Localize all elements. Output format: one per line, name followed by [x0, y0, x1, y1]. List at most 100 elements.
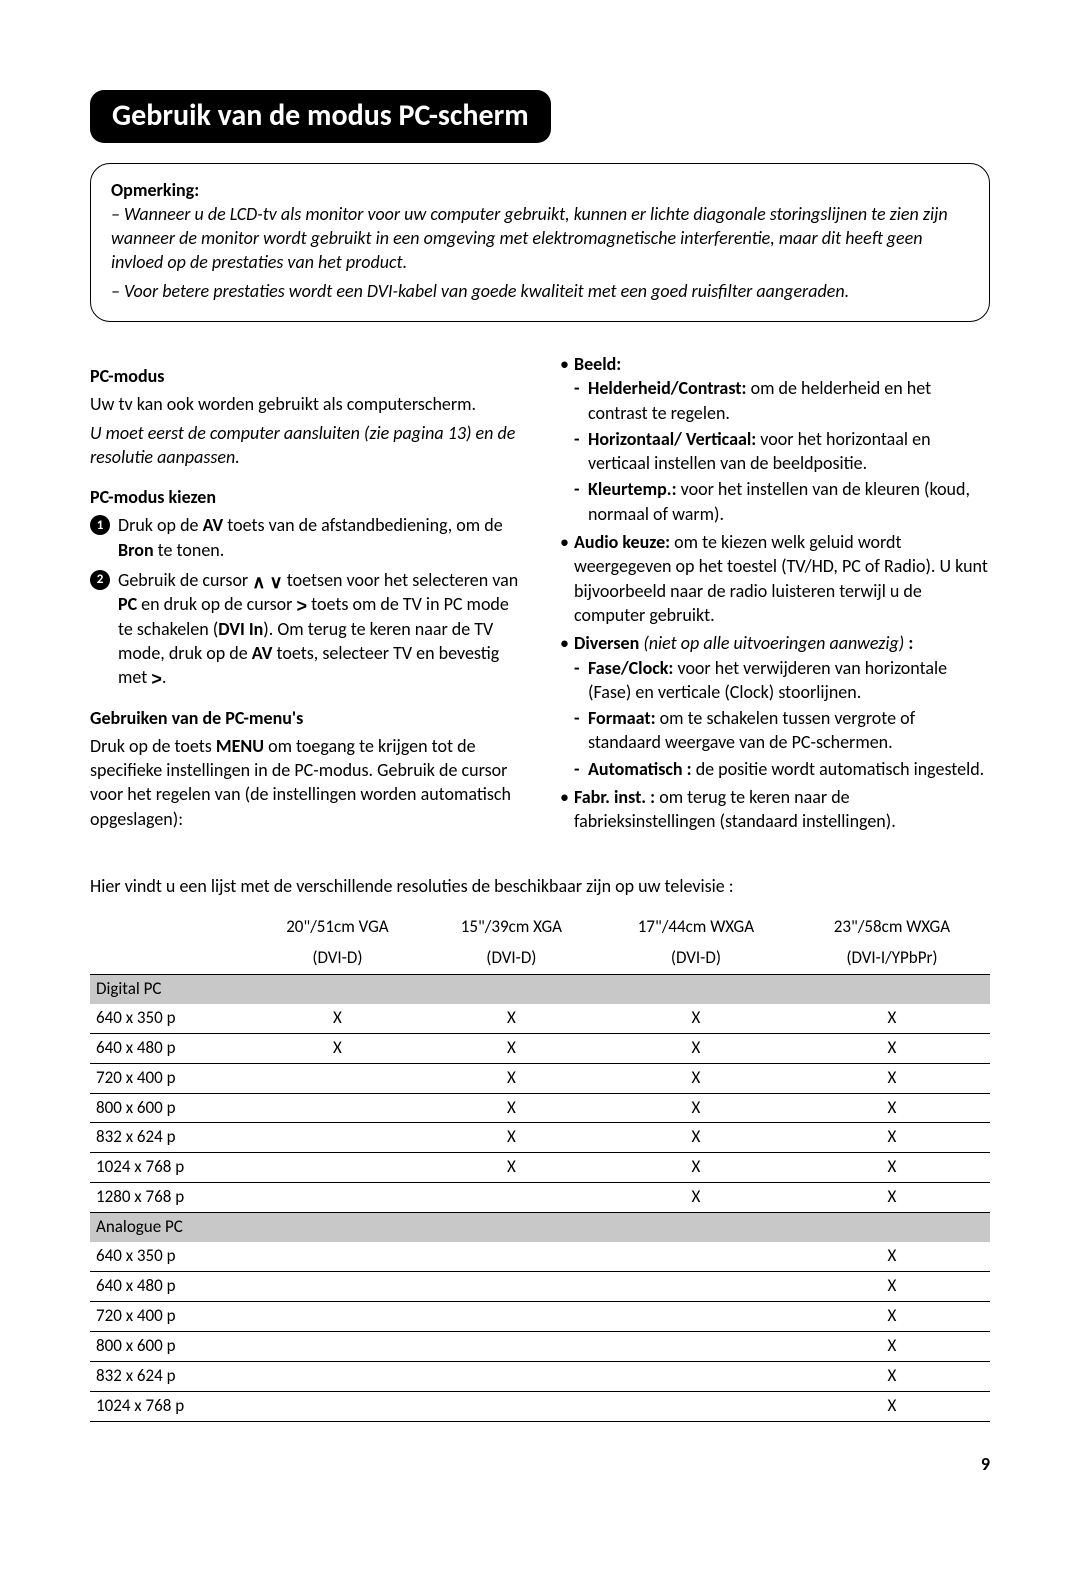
table-body: Digital PC640 x 350 pXXXX640 x 480 pXXXX… — [90, 974, 990, 1421]
beeld-helderheid: Helderheid/Contrast: om de helderheid en… — [574, 376, 990, 425]
table-cell: X — [425, 1093, 598, 1123]
table-cell — [598, 1332, 794, 1362]
table-cell: X — [794, 1391, 990, 1421]
cursor-right-icon: > — [297, 597, 308, 615]
col-1-top: 20"/51cm VGA — [250, 912, 425, 943]
table-cell — [425, 1391, 598, 1421]
step-number-icon: 2 — [90, 570, 110, 590]
row-label: 640 x 480 p — [90, 1272, 250, 1302]
table-cell: X — [794, 1033, 990, 1063]
table-section-row: Analogue PC — [90, 1213, 990, 1242]
row-label: 1280 x 768 p — [90, 1183, 250, 1213]
table-cell: X — [794, 1153, 990, 1183]
table-cell — [250, 1123, 425, 1153]
table-cell: X — [794, 1242, 990, 1271]
table-cell — [425, 1242, 598, 1271]
table-cell — [250, 1063, 425, 1093]
table-row: 800 x 600 p X — [90, 1332, 990, 1362]
col-1-bottom: (DVI-D) — [250, 943, 425, 974]
table-cell: X — [425, 1153, 598, 1183]
cursor-down-icon: ∨ — [270, 573, 283, 591]
table-cell: X — [794, 1093, 990, 1123]
table-cell: X — [794, 1183, 990, 1213]
table-cell — [250, 1302, 425, 1332]
table-cell — [250, 1093, 425, 1123]
table-cell: X — [250, 1004, 425, 1033]
table-cell: X — [598, 1033, 794, 1063]
menu-fabr-inst: Fabr. inst. : om terug te keren naar de … — [560, 785, 990, 834]
table-cell — [250, 1361, 425, 1391]
table-cell: X — [794, 1063, 990, 1093]
row-label: 640 x 350 p — [90, 1242, 250, 1271]
table-cell: X — [598, 1123, 794, 1153]
table-cell: X — [598, 1153, 794, 1183]
table-intro: Hier vindt u een lijst met de verschille… — [90, 874, 990, 898]
table-cell — [598, 1361, 794, 1391]
table-row: 640 x 480 p X — [90, 1272, 990, 1302]
row-label: 832 x 624 p — [90, 1123, 250, 1153]
table-cell: X — [250, 1033, 425, 1063]
resolution-table: 20"/51cm VGA 15"/39cm XGA 17"/44cm WXGA … — [90, 912, 990, 1422]
note-line-2: – Voor betere prestaties wordt een DVI-k… — [111, 279, 969, 303]
table-cell — [250, 1242, 425, 1271]
step-1-text: Druk op de AV toets van de afstandbedien… — [118, 514, 503, 560]
col-3-top: 17"/44cm WXGA — [598, 912, 794, 943]
table-row: 720 x 400 pX — [90, 1302, 990, 1332]
table-cell — [425, 1361, 598, 1391]
table-cell — [598, 1302, 794, 1332]
row-label: 1024 x 768 p — [90, 1153, 250, 1183]
table-cell: X — [794, 1004, 990, 1033]
diversen-sublist: Fase/Clock: voor het verwijderen van hor… — [574, 656, 990, 781]
table-row: 800 x 600 pXXX — [90, 1093, 990, 1123]
table-cell: X — [598, 1093, 794, 1123]
pc-modus-text: Uw tv kan ook worden gebruikt als comput… — [90, 392, 520, 416]
beeld-sublist: Helderheid/Contrast: om de helderheid en… — [574, 376, 990, 526]
row-label: 1024 x 768 p — [90, 1391, 250, 1421]
step-number-icon: 1 — [90, 515, 110, 535]
table-row: 832 x 624 p X — [90, 1361, 990, 1391]
row-label: 720 x 400 p — [90, 1063, 250, 1093]
table-cell — [425, 1302, 598, 1332]
heading-pc-modus: PC-modus — [90, 364, 520, 388]
left-column: PC-modus Uw tv kan ook worden gebruikt a… — [90, 352, 520, 838]
table-cell — [250, 1391, 425, 1421]
table-cell — [598, 1272, 794, 1302]
cursor-right-icon: > — [151, 670, 162, 688]
menu-items-list: Beeld: Helderheid/Contrast: om de helder… — [560, 352, 990, 834]
row-label: 640 x 350 p — [90, 1004, 250, 1033]
table-cell — [250, 1153, 425, 1183]
table-cell — [250, 1272, 425, 1302]
table-row: 832 x 624 pXXX — [90, 1123, 990, 1153]
table-cell: X — [794, 1332, 990, 1362]
menu-audio: Audio keuze: om te kiezen welk geluid wo… — [560, 530, 990, 627]
table-row: 640 x 350 p X — [90, 1242, 990, 1271]
table-cell: X — [794, 1123, 990, 1153]
table-cell: X — [425, 1063, 598, 1093]
table-cell: X — [794, 1272, 990, 1302]
pc-modus-note: U moet eerst de computer aansluiten (zie… — [90, 421, 520, 470]
table-header: 20"/51cm VGA 15"/39cm XGA 17"/44cm WXGA … — [90, 912, 990, 974]
note-label: Opmerking: — [111, 179, 199, 201]
col-4-top: 23"/58cm WXGA — [794, 912, 990, 943]
beeld-kleurtemp: Kleurtemp.: voor het instellen van de kl… — [574, 477, 990, 526]
table-cell: X — [598, 1183, 794, 1213]
menu-beeld: Beeld: Helderheid/Contrast: om de helder… — [560, 352, 990, 526]
table-cell: X — [598, 1004, 794, 1033]
table-row: 640 x 480 pXXXX — [90, 1033, 990, 1063]
table-cell — [425, 1183, 598, 1213]
div-formaat: Formaat: om te schakelen tussen vergrote… — [574, 706, 990, 755]
col-4-bottom: (DVI-I/YPbPr) — [794, 943, 990, 974]
col-2-top: 15"/39cm XGA — [425, 912, 598, 943]
table-cell: X — [794, 1361, 990, 1391]
note-line-1: – Wanneer u de LCD-tv als monitor voor u… — [111, 202, 969, 275]
table-row: 720 x 400 pXXX — [90, 1063, 990, 1093]
row-label: 640 x 480 p — [90, 1033, 250, 1063]
note-box: Opmerking: – Wanneer u de LCD-tv als mon… — [90, 163, 990, 322]
row-label: 800 x 600 p — [90, 1332, 250, 1362]
steps-list: 1 Druk op de AV toets van de afstandbedi… — [90, 513, 520, 689]
row-label: 720 x 400 p — [90, 1302, 250, 1332]
div-fase: Fase/Clock: voor het verwijderen van hor… — [574, 656, 990, 705]
row-label: 832 x 624 p — [90, 1361, 250, 1391]
table-cell — [598, 1391, 794, 1421]
table-cell — [250, 1183, 425, 1213]
